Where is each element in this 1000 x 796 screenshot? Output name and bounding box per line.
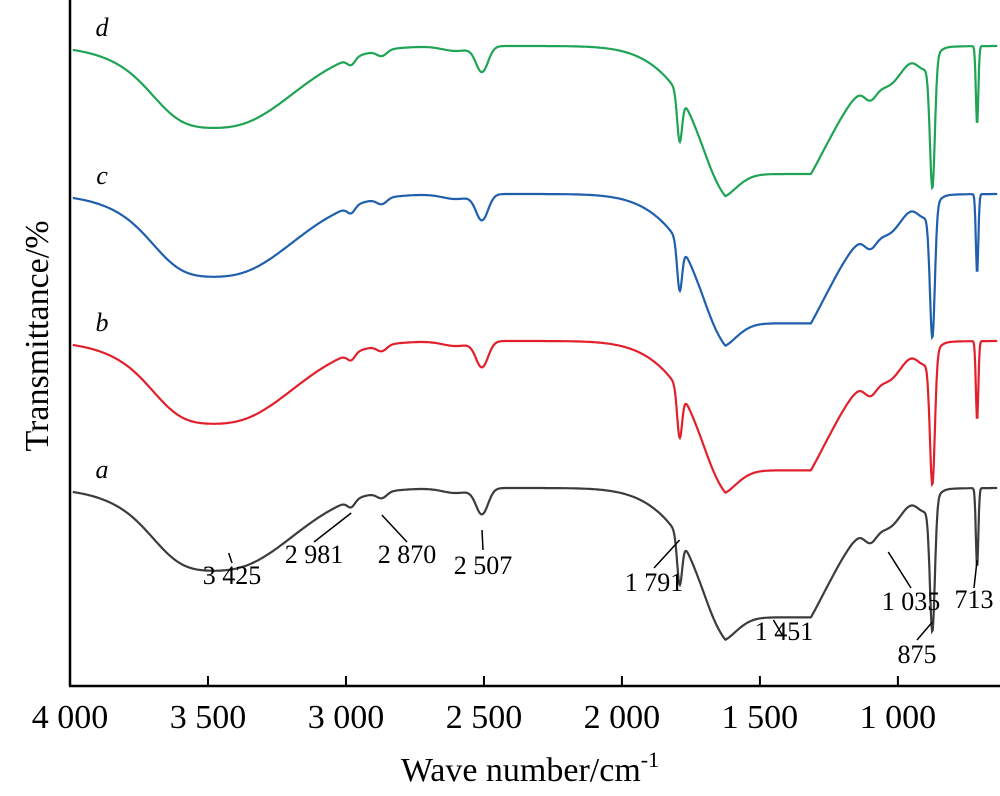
peak-label: 1 035 [882,587,941,616]
spectra-curves [72,44,998,641]
x-axis-ticks [69,676,899,686]
x-tick-label: 3 000 [308,699,385,736]
peak-leader-line [313,512,352,543]
peak-label: 2 981 [285,540,344,569]
spectrum-line-d [72,44,998,198]
peak-label: 3 425 [203,561,262,590]
y-axis-title: Transmittance/% [19,220,56,451]
peak-leader-line [653,539,681,569]
series-tag-a: a [96,455,109,484]
peak-leader-line [973,559,978,589]
x-axis-tick-labels: 4 000 3 500 3 000 2 500 2 000 1 500 1 000 [32,699,936,736]
series-tags: a b c d [96,13,110,484]
peak-leader-line [772,619,785,639]
peak-label: 1 791 [625,568,684,597]
peak-leader-line [227,552,233,564]
x-tick-label: 1 500 [722,699,799,736]
x-axis-title-superscript: -1 [641,747,659,772]
peak-label: 2 507 [454,551,513,580]
peak-leader-line [481,529,484,551]
series-tag-c: c [96,161,108,190]
peak-leader-line [887,551,912,589]
x-tick-label: 4 000 [32,699,109,736]
spectrum-line-a [72,486,998,641]
x-tick-label: 2 500 [446,699,523,736]
x-tick-label: 1 000 [860,699,937,736]
series-tag-d: d [96,13,110,42]
peak-label: 1 451 [755,617,814,646]
x-tick-label: 2 000 [584,699,661,736]
peak-label: 875 [898,640,937,669]
x-tick-label: 3 500 [170,699,247,736]
x-axis-title: Wave number/cm-1 [401,747,659,789]
series-tag-b: b [96,308,109,337]
spectrum-line-b [72,339,998,494]
spectrum-line-c [72,192,998,347]
peak-leader-line [916,621,933,641]
peak-annotations: 3 425 2 981 2 870 2 507 1 791 1 451 1 035 875 71… [203,512,994,669]
peak-label: 713 [955,585,994,614]
peak-label: 2 870 [378,540,437,569]
peak-leader-line [381,514,408,543]
